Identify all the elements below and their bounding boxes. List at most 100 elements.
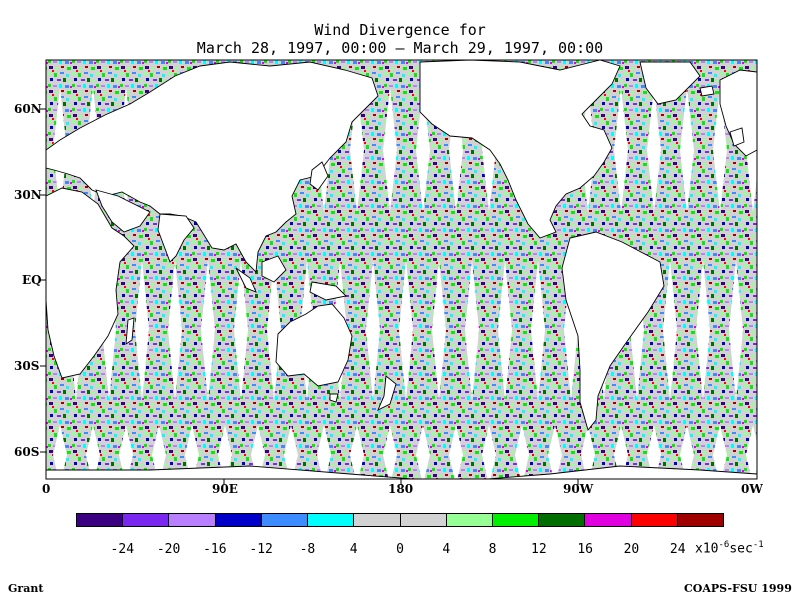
lon-label-0: 0 <box>42 482 51 496</box>
credit-organization: COAPS-FSU 1999 <box>684 582 792 595</box>
swath-gap <box>185 425 199 479</box>
swath-gap <box>680 88 694 212</box>
legend-swatch-4 <box>261 514 309 526</box>
continents <box>46 60 757 479</box>
antarctica <box>46 465 757 479</box>
swath-gap <box>119 425 133 479</box>
greenland <box>639 61 701 105</box>
legend-swatch-10 <box>539 514 586 526</box>
swath-gap <box>201 260 215 400</box>
swath-gap <box>614 425 628 479</box>
iceland <box>699 85 715 97</box>
swath-gap <box>465 260 479 400</box>
swath-gap <box>350 425 364 479</box>
unit-exponent-2: -1 <box>752 540 764 550</box>
legend-swatch-0 <box>77 514 124 526</box>
swath-gap <box>515 425 529 479</box>
swath-gap <box>399 260 413 400</box>
swath-gap <box>746 425 757 479</box>
japan <box>309 161 329 191</box>
swath-gap <box>267 260 281 400</box>
unit-base: x10 <box>695 541 719 557</box>
swath-gap <box>729 260 743 400</box>
swath-gap <box>284 425 298 479</box>
lat-label-30n: 30N <box>14 188 42 202</box>
legend-tick-label: 0 <box>396 542 404 557</box>
swath-gap <box>713 88 727 212</box>
legend-tick-label: 12 <box>531 542 547 557</box>
unit-exponent: -6 <box>718 540 730 550</box>
map-title-line-2: March 28, 1997, 00:00 – March 29, 1997, … <box>196 39 604 57</box>
lat-label-30s: 30S <box>14 359 40 373</box>
arabia <box>95 189 151 233</box>
british-isles <box>729 127 745 147</box>
swath-gap <box>647 88 661 212</box>
swath-gap <box>482 425 496 479</box>
legend-tick-label: 4 <box>349 542 358 557</box>
axis-ticks <box>40 108 579 485</box>
swath-gap <box>383 88 397 212</box>
new-zealand <box>377 375 397 411</box>
legend-swatch-1 <box>123 514 170 526</box>
legend-swatch-6 <box>354 514 401 526</box>
swath-gap <box>86 425 100 479</box>
legend-units: x10-6sec-1 <box>695 540 764 556</box>
legend-tick-label: -12 <box>249 542 273 557</box>
lat-label-60s: 60S <box>14 445 40 459</box>
color-legend-bar <box>76 513 724 527</box>
india <box>157 213 195 263</box>
swath-gap <box>680 425 694 479</box>
legend-swatch-2 <box>169 514 216 526</box>
swath-gap <box>416 425 430 479</box>
lon-label-180: 180 <box>388 482 414 496</box>
eurasia-landmass <box>46 61 379 273</box>
south-america <box>561 231 665 431</box>
legend-tick-label: 20 <box>623 542 640 557</box>
legend-tick-label: 16 <box>577 542 593 557</box>
legend-swatch-5 <box>308 514 355 526</box>
swath-gap <box>762 260 776 400</box>
swath-gap <box>234 260 248 400</box>
legend-swatch-8 <box>446 514 493 526</box>
legend-swatch-3 <box>215 514 262 526</box>
swath-gap <box>696 260 710 400</box>
legend-tick-label: -8 <box>299 542 316 557</box>
legend-tick-label: 24 <box>669 542 686 557</box>
swath-gap <box>218 425 232 479</box>
tasmania <box>329 393 339 403</box>
credit-author: Grant <box>8 582 44 595</box>
map-title-line-1: Wind Divergence for <box>314 21 486 39</box>
legend-swatch-7 <box>400 514 447 526</box>
swath-gap <box>498 260 512 400</box>
africa <box>46 187 135 379</box>
swath-gap <box>135 260 149 400</box>
legend-swatch-11 <box>585 514 632 526</box>
swath-gap <box>152 425 166 479</box>
new-guinea <box>309 281 347 301</box>
swath-gap <box>366 260 380 400</box>
australia <box>275 303 353 387</box>
legend-tick-label: -24 <box>110 542 135 557</box>
north-america <box>419 60 621 239</box>
swath-gap <box>663 260 677 400</box>
swath-gap <box>168 260 182 400</box>
western-europe <box>719 69 757 157</box>
legend-tick-label: -20 <box>156 542 181 557</box>
swath-gap <box>713 425 727 479</box>
swath-gap <box>647 425 661 479</box>
legend-swatch-12 <box>631 514 678 526</box>
lat-label-60n: 60N <box>14 102 42 116</box>
unit-tail: sec <box>729 541 753 557</box>
swath-gap <box>251 425 265 479</box>
swath-gap <box>317 425 331 479</box>
lon-label-90e: 90E <box>212 482 238 496</box>
lat-label-eq: EQ <box>22 273 42 287</box>
swath-gap <box>449 425 463 479</box>
swath-gap <box>531 260 545 400</box>
swath-gap <box>548 425 562 479</box>
legend-swatch-9 <box>492 514 540 526</box>
borneo <box>261 255 287 283</box>
swath-gap <box>383 425 397 479</box>
lon-label-0w: 0W <box>741 482 763 496</box>
